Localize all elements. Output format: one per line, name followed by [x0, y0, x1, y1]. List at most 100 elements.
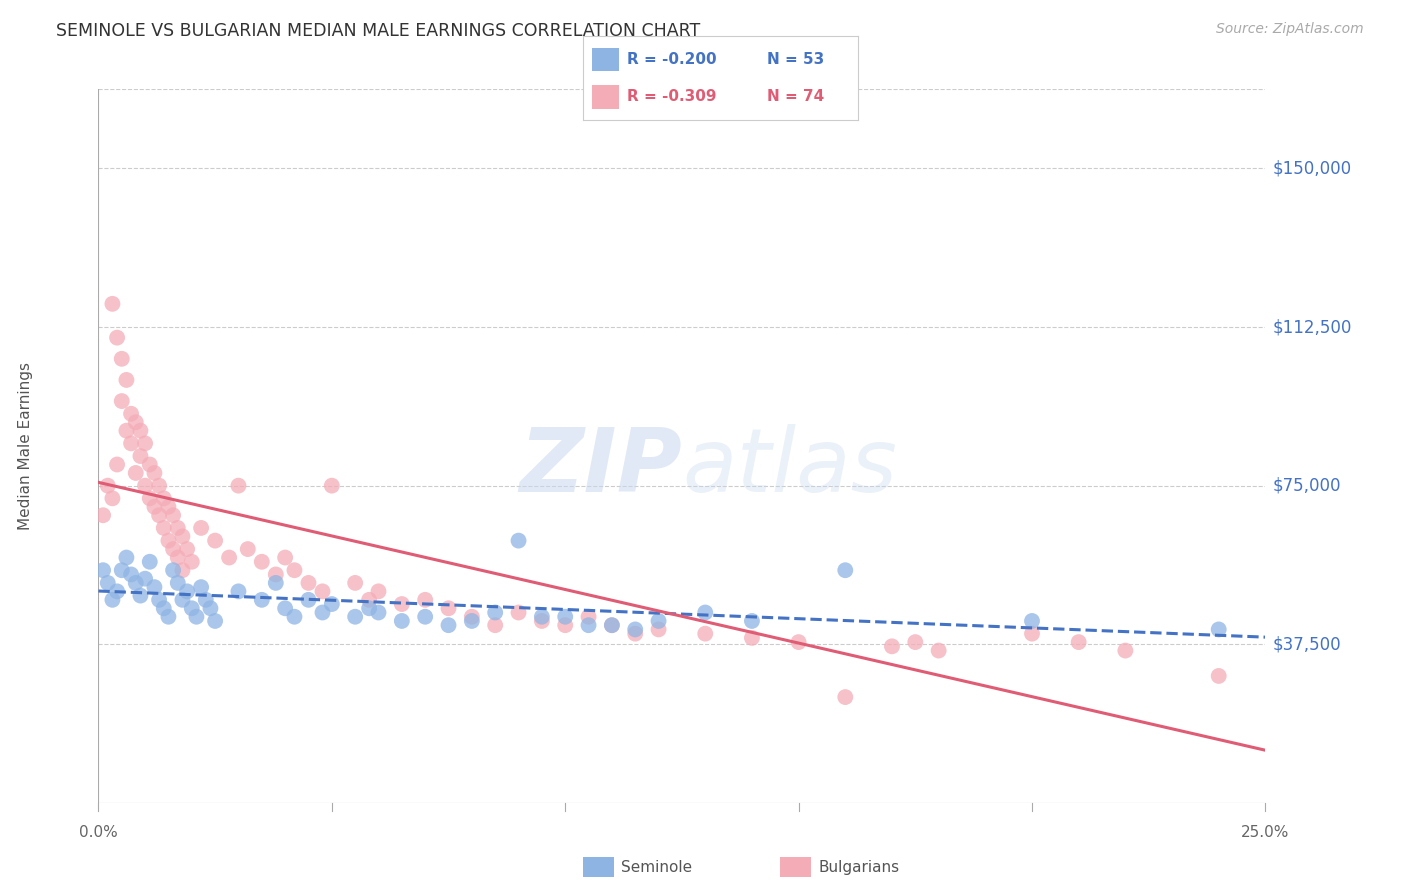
Point	[1067, 635, 1090, 649]
Point	[129, 589, 152, 603]
Point	[359, 601, 381, 615]
Point	[904, 635, 927, 649]
Point	[578, 618, 600, 632]
Text: $150,000: $150,000	[1272, 160, 1351, 178]
Point	[204, 533, 226, 548]
Point	[134, 478, 156, 492]
Point	[115, 424, 138, 438]
Point	[152, 491, 174, 506]
Text: N = 53: N = 53	[768, 52, 824, 67]
Text: Median Male Earnings: Median Male Earnings	[18, 362, 32, 530]
Point	[321, 478, 343, 492]
Point	[115, 373, 138, 387]
Point	[321, 597, 343, 611]
Point	[166, 575, 188, 590]
Point	[600, 618, 623, 632]
Point	[1021, 626, 1043, 640]
Point	[695, 606, 717, 620]
Point	[530, 609, 553, 624]
FancyBboxPatch shape	[592, 85, 619, 109]
Text: Source: ZipAtlas.com: Source: ZipAtlas.com	[1216, 22, 1364, 37]
Point	[148, 478, 170, 492]
Point	[367, 606, 389, 620]
Point	[101, 592, 124, 607]
Point	[344, 609, 367, 624]
Point	[274, 601, 297, 615]
Point	[264, 575, 287, 590]
Point	[125, 415, 148, 429]
Point	[391, 597, 413, 611]
Point	[162, 508, 184, 523]
Point	[152, 601, 174, 615]
Point	[250, 592, 273, 607]
Point	[186, 609, 208, 624]
Point	[461, 609, 484, 624]
Point	[129, 424, 152, 438]
Point	[508, 533, 530, 548]
Point	[157, 500, 180, 514]
Point	[176, 542, 198, 557]
Point	[834, 690, 856, 704]
Point	[101, 297, 124, 311]
Point	[367, 584, 389, 599]
Point	[228, 478, 250, 492]
Point	[250, 555, 273, 569]
Point	[264, 567, 287, 582]
Point	[461, 614, 484, 628]
Point	[111, 394, 134, 409]
Point	[283, 609, 305, 624]
Point	[311, 606, 333, 620]
Point	[578, 609, 600, 624]
Point	[508, 606, 530, 620]
Point	[359, 592, 381, 607]
Point	[484, 606, 506, 620]
Point	[172, 563, 194, 577]
Text: 0.0%: 0.0%	[79, 825, 118, 840]
Point	[101, 491, 124, 506]
Point	[134, 572, 156, 586]
Point	[148, 592, 170, 607]
Point	[125, 575, 148, 590]
Text: Bulgarians: Bulgarians	[818, 860, 900, 874]
Point	[741, 614, 763, 628]
Point	[180, 601, 202, 615]
Text: Seminole: Seminole	[621, 860, 693, 874]
Point	[180, 555, 202, 569]
Point	[834, 563, 856, 577]
Point	[157, 609, 180, 624]
Text: $112,500: $112,500	[1272, 318, 1351, 336]
Point	[437, 618, 460, 632]
Point	[413, 609, 436, 624]
Text: atlas: atlas	[682, 425, 897, 510]
Point	[624, 626, 647, 640]
FancyBboxPatch shape	[592, 47, 619, 71]
Text: SEMINOLE VS BULGARIAN MEDIAN MALE EARNINGS CORRELATION CHART: SEMINOLE VS BULGARIAN MEDIAN MALE EARNIN…	[56, 22, 700, 40]
Point	[1208, 669, 1230, 683]
Point	[880, 640, 903, 654]
Point	[97, 575, 120, 590]
Point	[111, 351, 134, 366]
Point	[143, 580, 166, 594]
Point	[695, 626, 717, 640]
Point	[152, 521, 174, 535]
Point	[162, 563, 184, 577]
Point	[143, 500, 166, 514]
Point	[166, 521, 188, 535]
Point	[297, 592, 319, 607]
Point	[172, 529, 194, 543]
Point	[218, 550, 240, 565]
Point	[413, 592, 436, 607]
Point	[437, 601, 460, 615]
Point	[157, 533, 180, 548]
Point	[105, 458, 128, 472]
Text: $75,000: $75,000	[1272, 476, 1341, 495]
Point	[139, 555, 162, 569]
Point	[91, 508, 114, 523]
Point	[120, 436, 142, 450]
Point	[134, 436, 156, 450]
Point	[554, 609, 576, 624]
Point	[190, 580, 212, 594]
Point	[111, 563, 134, 577]
Point	[190, 521, 212, 535]
Point	[166, 550, 188, 565]
